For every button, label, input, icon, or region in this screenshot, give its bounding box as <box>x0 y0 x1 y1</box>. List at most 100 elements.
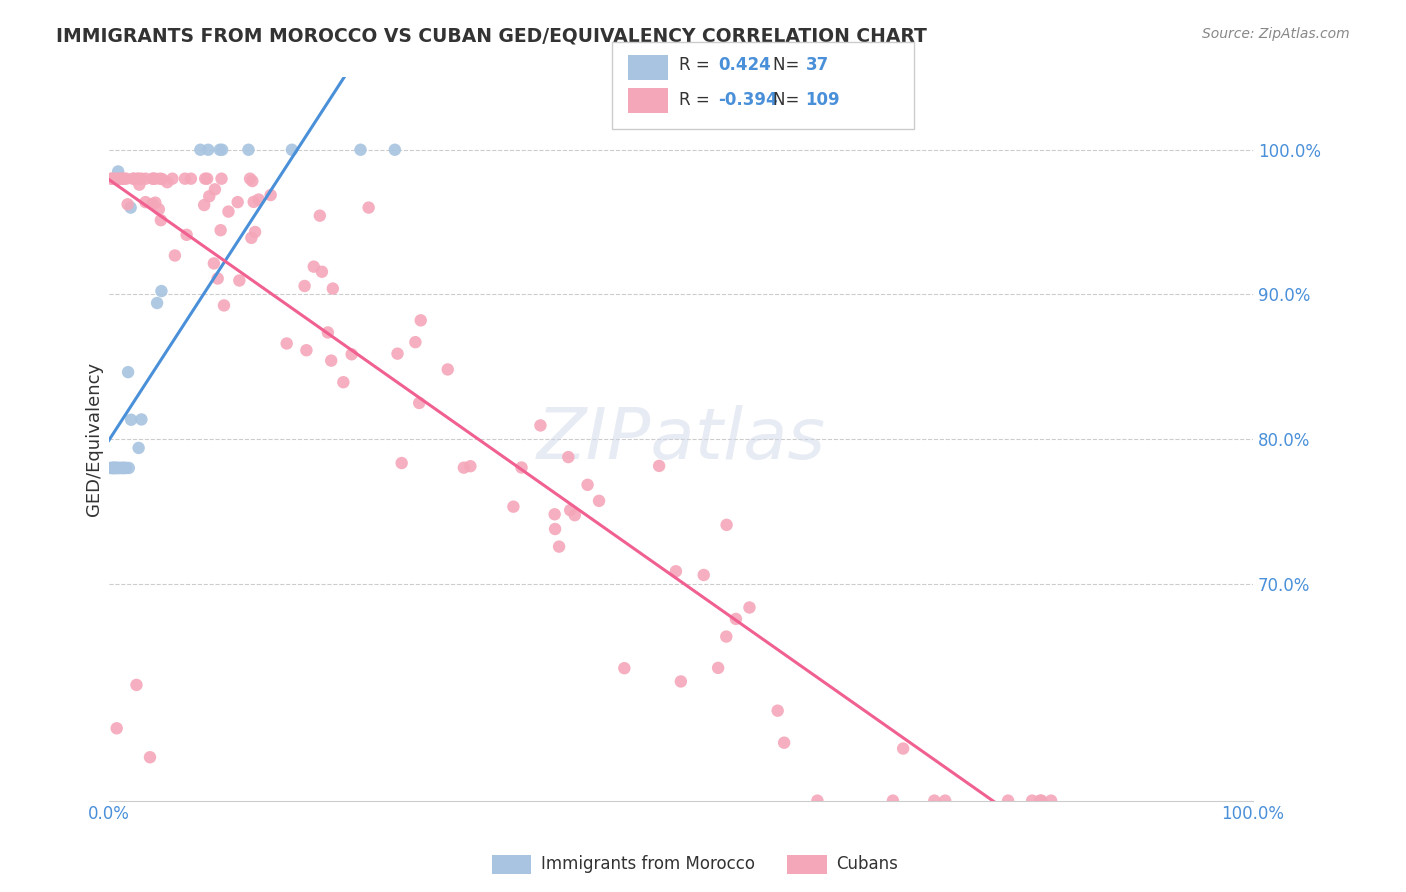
Point <box>243 225 266 239</box>
Point <box>108 461 131 475</box>
Point <box>100 461 122 475</box>
Point <box>115 171 138 186</box>
Point <box>806 794 828 808</box>
Point <box>1021 794 1043 808</box>
Point <box>773 736 796 750</box>
Point <box>212 298 235 312</box>
Point <box>209 223 232 237</box>
Point <box>716 517 738 532</box>
Point <box>139 750 162 764</box>
Point <box>544 522 567 536</box>
Point <box>1040 794 1063 808</box>
Point <box>100 171 122 186</box>
Point <box>247 193 270 207</box>
Point <box>311 265 333 279</box>
Point <box>104 461 127 475</box>
Point <box>105 171 128 186</box>
Point <box>112 461 135 475</box>
Point <box>156 175 179 189</box>
Text: N=: N= <box>773 56 804 74</box>
Point <box>120 201 142 215</box>
Point <box>560 503 582 517</box>
Point <box>135 171 157 186</box>
Point <box>162 171 184 186</box>
Point <box>240 231 263 245</box>
Point <box>111 461 134 475</box>
Point <box>108 171 131 186</box>
Point <box>103 461 125 475</box>
Point <box>648 458 671 473</box>
Point <box>103 461 125 475</box>
Point <box>174 171 197 186</box>
Point <box>143 171 166 186</box>
Point <box>122 171 145 186</box>
Point <box>150 284 173 298</box>
Point <box>391 456 413 470</box>
Point <box>143 195 166 210</box>
Point <box>118 461 141 475</box>
Point <box>146 296 169 310</box>
Point <box>460 459 482 474</box>
Point <box>665 564 688 578</box>
Point <box>197 143 219 157</box>
Point <box>724 612 747 626</box>
Point <box>409 313 432 327</box>
Point <box>107 164 129 178</box>
Text: ZIPatlas: ZIPatlas <box>536 405 825 474</box>
Point <box>510 460 533 475</box>
Text: 0.424: 0.424 <box>718 56 772 74</box>
Point <box>208 143 231 157</box>
Point <box>117 365 139 379</box>
Point <box>557 450 579 464</box>
Point <box>543 508 565 522</box>
Point <box>693 568 716 582</box>
Text: Immigrants from Morocco: Immigrants from Morocco <box>541 855 755 873</box>
Point <box>924 794 946 808</box>
Text: Cubans: Cubans <box>837 855 898 873</box>
Text: -0.394: -0.394 <box>718 91 778 109</box>
Point <box>997 794 1019 808</box>
Point <box>103 171 125 186</box>
Point <box>202 256 225 270</box>
Point <box>108 461 131 475</box>
Point <box>117 197 139 211</box>
Point <box>128 171 150 186</box>
Point <box>105 461 128 475</box>
Point <box>259 188 281 202</box>
Point <box>131 171 153 186</box>
Point <box>127 171 149 186</box>
Point <box>321 353 343 368</box>
Point <box>502 500 524 514</box>
Point <box>134 195 156 210</box>
Point <box>576 478 599 492</box>
Point <box>148 202 170 217</box>
Point <box>204 182 226 196</box>
Point <box>190 143 212 157</box>
Point <box>564 508 586 523</box>
Point <box>131 412 153 426</box>
Point <box>349 143 371 157</box>
Point <box>180 171 202 186</box>
Point <box>882 794 904 808</box>
Point <box>142 171 165 186</box>
Point <box>111 171 134 186</box>
Point <box>150 172 173 186</box>
Point <box>163 248 186 262</box>
Point <box>105 461 128 475</box>
Point <box>110 171 132 186</box>
Point <box>128 178 150 192</box>
Point <box>707 661 730 675</box>
Point <box>332 375 354 389</box>
Point <box>149 213 172 227</box>
Point <box>207 271 229 285</box>
Point <box>1029 794 1052 808</box>
Point <box>404 335 426 350</box>
Point <box>281 143 304 157</box>
Point <box>934 794 956 808</box>
Point <box>738 600 761 615</box>
Point <box>548 540 571 554</box>
Point <box>357 201 380 215</box>
Point <box>101 461 124 475</box>
Point <box>322 281 344 295</box>
Point <box>302 260 325 274</box>
